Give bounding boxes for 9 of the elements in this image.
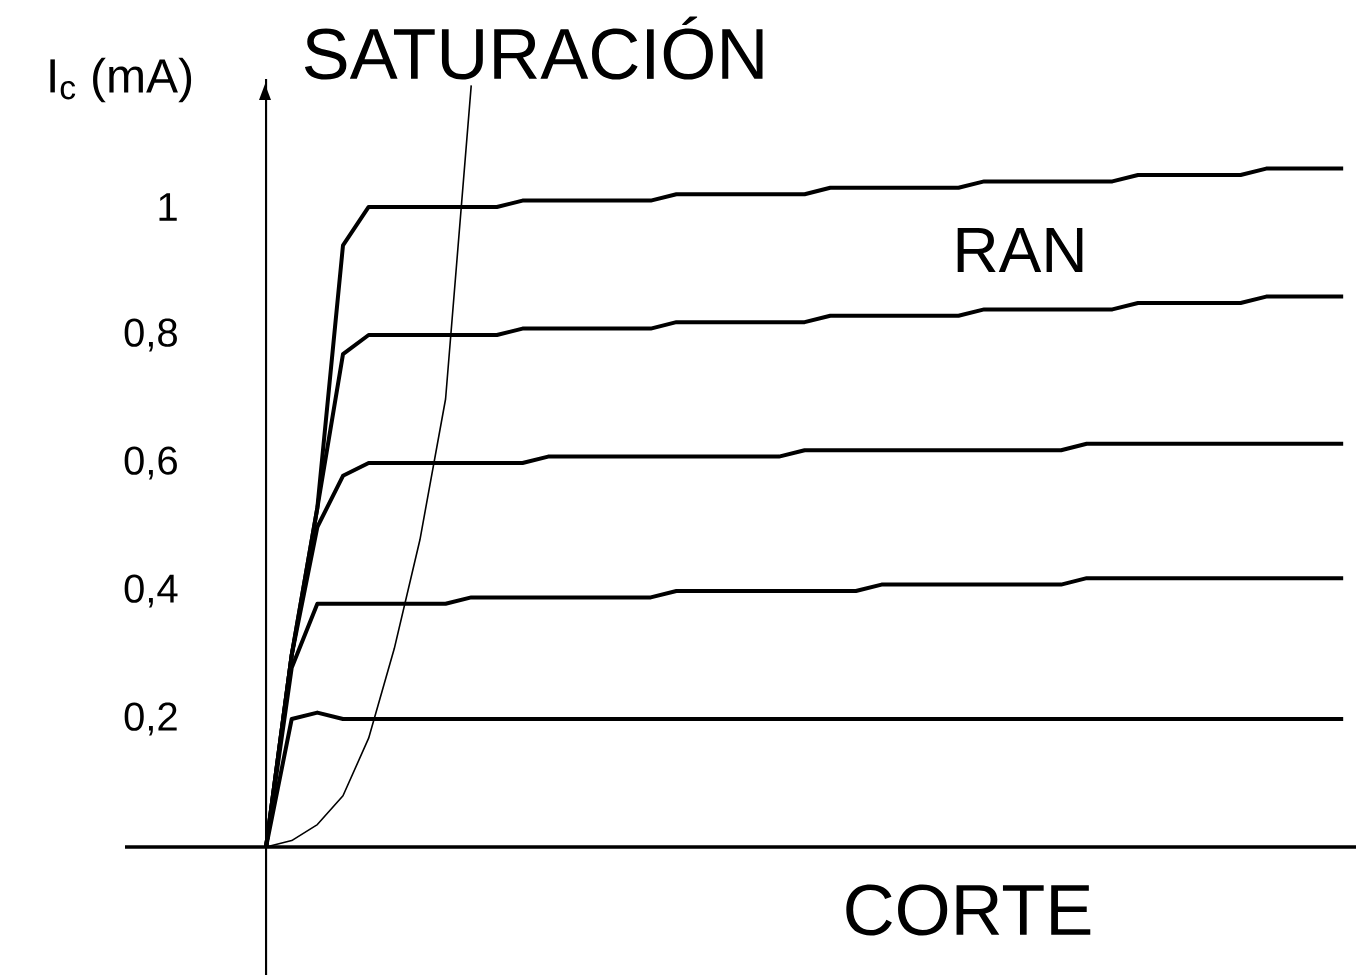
y-tick-label: 0,6	[124, 446, 177, 480]
y-tick-label: 1	[159, 193, 177, 221]
y-axis-title: I$_{c}$ (mA)	[50, 57, 192, 103]
annotation: SATURACIÓN	[304, 16, 763, 80]
y-tick-label: 0,4	[124, 574, 178, 608]
y-tick-label: 0,8	[124, 318, 177, 352]
annotation: RAN	[957, 227, 1083, 272]
y-tick-label: 0,2	[124, 702, 177, 736]
annotation: CORTE	[846, 884, 1091, 936]
